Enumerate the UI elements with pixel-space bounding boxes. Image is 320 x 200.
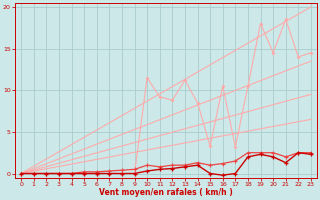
X-axis label: Vent moyen/en rafales ( km/h ): Vent moyen/en rafales ( km/h ) xyxy=(99,188,233,197)
